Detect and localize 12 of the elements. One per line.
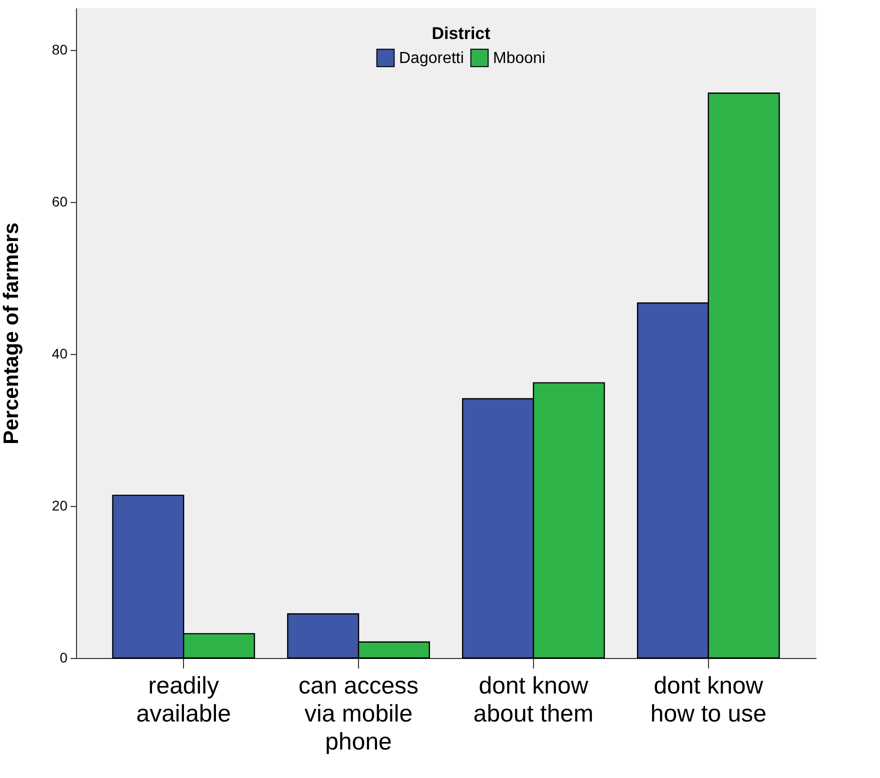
y-axis-title: Percentage of farmers bbox=[0, 222, 23, 444]
y-tick-label: 60 bbox=[52, 193, 68, 210]
x-tick-label: dont know about them bbox=[473, 672, 594, 728]
x-tick-label: readily available bbox=[136, 672, 231, 728]
x-tick-label: dont know how to use bbox=[650, 672, 766, 728]
legend-label: Mbooni bbox=[493, 50, 546, 67]
y-tick-label: 20 bbox=[52, 497, 68, 514]
y-tick-label: 40 bbox=[52, 345, 68, 362]
y-tick-label: 0 bbox=[60, 650, 68, 666]
legend-title: District bbox=[432, 24, 491, 43]
legend-label: Dagoretti bbox=[399, 50, 464, 67]
y-tick-label: 80 bbox=[52, 41, 68, 58]
